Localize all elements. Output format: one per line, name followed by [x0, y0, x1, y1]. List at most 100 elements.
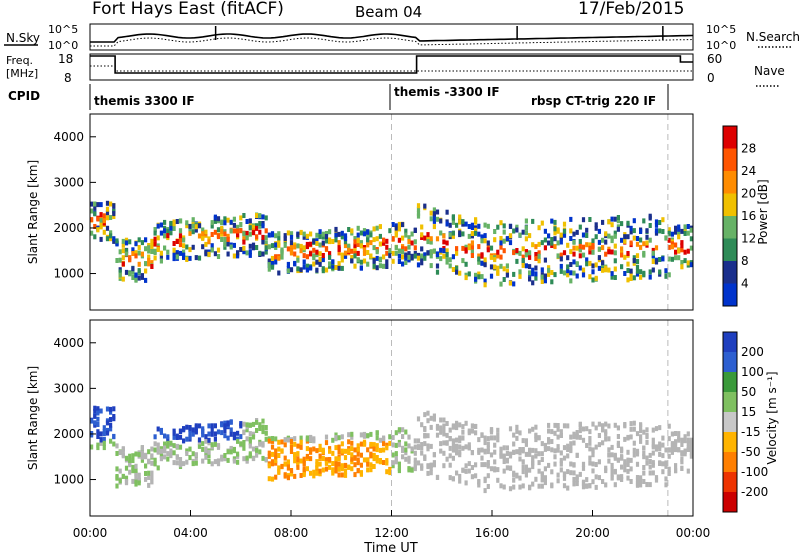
scatter-cell	[223, 453, 227, 458]
scatter-cell	[467, 233, 471, 239]
scatter-cell	[416, 255, 421, 261]
scatter-cell	[356, 447, 360, 453]
colorbar-tick-label: 50	[741, 385, 756, 399]
scatter-cell	[315, 267, 319, 273]
scatter-cell	[508, 453, 513, 459]
scatter-cell	[204, 241, 208, 247]
scatter-cell	[137, 452, 141, 458]
scatter-cell	[667, 423, 671, 429]
scatter-cell	[324, 440, 329, 446]
scatter-cell	[489, 273, 494, 279]
scatter-cell	[540, 240, 544, 246]
scatter-cell	[356, 225, 360, 231]
scatter-cell	[610, 471, 614, 477]
freq-panel-frame	[89, 53, 694, 81]
y-tick-label: 3000	[53, 175, 84, 189]
scatter-cell	[277, 465, 281, 471]
scatter-cell	[486, 473, 490, 479]
scatter-cell	[315, 249, 319, 255]
scatter-cell	[486, 240, 490, 246]
scatter-cell	[166, 434, 170, 440]
scatter-cell	[528, 276, 532, 282]
scatter-cell	[575, 430, 579, 435]
scatter-cell	[445, 440, 449, 446]
scatter-cell	[137, 268, 141, 274]
scatter-cell	[172, 443, 176, 449]
scatter-cell	[261, 441, 265, 447]
scatter-cell	[543, 466, 547, 472]
scatter-cell	[413, 227, 417, 233]
scatter-cell	[324, 246, 329, 252]
scatter-cell	[337, 472, 341, 478]
scatter-cell	[131, 464, 135, 470]
scatter-cell	[686, 440, 690, 446]
scatter-cell	[470, 249, 474, 255]
scatter-cell	[553, 230, 557, 236]
scatter-cell	[315, 241, 319, 246]
scatter-cell	[429, 249, 433, 255]
scatter-cell	[309, 265, 313, 271]
scatter-cell	[356, 237, 360, 243]
scatter-cell	[566, 423, 570, 429]
scatter-cell	[566, 272, 570, 278]
scatter-cell	[207, 239, 211, 245]
scatter-cell	[591, 479, 595, 485]
scatter-cell	[204, 251, 208, 257]
scatter-cell	[537, 241, 541, 247]
scatter-cell	[524, 441, 528, 447]
scatter-cell	[556, 434, 560, 440]
scatter-cell	[423, 203, 427, 209]
scatter-cell	[686, 224, 690, 229]
scatter-cell	[255, 419, 259, 425]
scatter-cell	[378, 263, 382, 269]
scatter-cell	[467, 445, 471, 451]
scatter-cell	[680, 247, 684, 253]
scatter-cell	[375, 458, 379, 464]
scatter-cell	[578, 224, 582, 230]
scatter-cell	[359, 240, 363, 246]
scatter-cell	[369, 431, 373, 437]
scatter-cell	[623, 238, 627, 244]
scatter-cell	[445, 221, 449, 227]
scatter-cell	[258, 221, 262, 226]
scatter-cell	[534, 252, 538, 257]
beam-label: Beam 04	[355, 3, 422, 21]
scatter-cell	[350, 248, 354, 254]
scatter-cell	[635, 431, 640, 437]
scatter-cell	[426, 446, 430, 452]
scatter-cell	[144, 237, 148, 243]
nsky-label: N.Sky	[6, 31, 40, 45]
scatter-cell	[385, 259, 389, 265]
scatter-cell	[429, 253, 433, 259]
scatter-cell	[223, 231, 227, 237]
scatter-cell	[239, 421, 243, 427]
scatter-cell	[493, 257, 497, 263]
scatter-cell	[512, 449, 516, 455]
scatter-cell	[585, 426, 589, 432]
scatter-cell	[382, 441, 386, 447]
scatter-cell	[372, 446, 376, 452]
scatter-cell	[156, 442, 160, 448]
scatter-cell	[604, 468, 608, 474]
scatter-cell	[144, 261, 148, 267]
scatter-cell	[448, 462, 452, 468]
scatter-cell	[296, 232, 300, 238]
scatter-cell	[255, 213, 259, 218]
scatter-cell	[251, 245, 256, 251]
scatter-cell	[188, 425, 192, 430]
scatter-cell	[686, 437, 690, 443]
scatter-cell	[394, 245, 398, 251]
scatter-cell	[385, 264, 389, 269]
scatter-cell	[362, 247, 367, 253]
scatter-cell	[340, 463, 344, 469]
scatter-cell	[508, 465, 513, 471]
scatter-cell	[359, 243, 363, 249]
scatter-cell	[451, 219, 455, 225]
scatter-cell	[477, 244, 481, 250]
scatter-cell	[486, 460, 490, 465]
scatter-cell	[654, 222, 659, 228]
scatter-cell	[328, 464, 332, 470]
scatter-cell	[232, 448, 236, 454]
colorbar-segment	[723, 412, 737, 433]
scatter-cell	[642, 454, 646, 460]
